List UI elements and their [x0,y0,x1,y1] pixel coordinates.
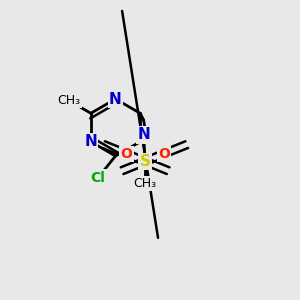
Text: O: O [121,147,133,161]
Text: O: O [158,147,170,161]
Text: N: N [84,134,97,149]
Text: N: N [137,128,150,142]
Text: CH₃: CH₃ [134,177,157,190]
Text: CH₃: CH₃ [58,94,81,107]
Text: N: N [109,92,122,106]
Text: S: S [140,154,151,169]
Text: Cl: Cl [91,171,106,184]
